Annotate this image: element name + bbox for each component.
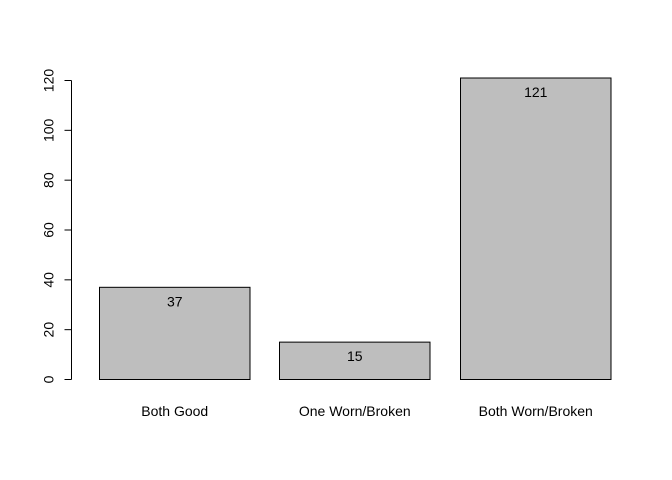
y-tick-label: 40: [41, 272, 57, 288]
bar: [460, 77, 612, 380]
data-labels: 37 15 121: [167, 84, 548, 364]
y-tick-label: 100: [41, 118, 57, 142]
x-category-label: Both Worn/Broken: [479, 403, 593, 419]
y-tick-label: 0: [41, 375, 57, 383]
bar-value-label: 15: [347, 348, 363, 364]
bars: [99, 77, 612, 380]
bar: [279, 341, 431, 380]
y-tick-label: 60: [41, 222, 57, 238]
category-labels: Both Good One Worn/Broken Both Worn/Broken: [141, 403, 593, 419]
y-axis: 0 20 40 60 80 100 120: [41, 69, 72, 383]
bar-value-label: 121: [524, 84, 548, 100]
y-tick-label: 80: [41, 172, 57, 188]
x-category-label: One Worn/Broken: [299, 403, 411, 419]
y-tick-label: 20: [41, 322, 57, 338]
bar-value-label: 37: [167, 293, 183, 309]
y-tick-label: 120: [41, 69, 57, 93]
x-category-label: Both Good: [141, 403, 208, 419]
bar: [99, 286, 251, 380]
